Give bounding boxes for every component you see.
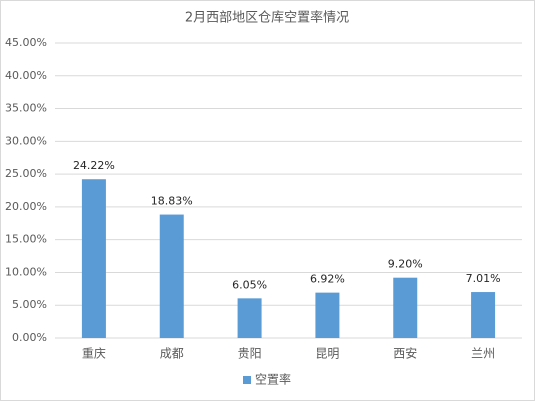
bar [159,214,184,338]
x-tick-label: 兰州 [471,347,495,361]
legend-label: 空置率 [255,372,291,387]
legend-swatch [243,376,251,384]
bar [393,277,418,338]
value-label: 24.22% [73,159,115,172]
x-tick-label: 重庆 [82,347,106,361]
bar [237,298,262,338]
x-tick-label: 西安 [393,346,417,361]
y-tick-label: 30.00% [5,134,47,147]
bar [315,292,340,338]
y-tick-label: 0.00% [12,331,47,344]
y-tick-label: 25.00% [5,167,47,180]
y-tick-label: 20.00% [5,200,47,213]
y-tick-label: 45.00% [5,36,47,49]
value-label: 18.83% [151,195,193,208]
x-tick-label: 成都 [160,347,184,361]
x-tick-label: 贵阳 [238,347,262,361]
y-tick-label: 5.00% [12,298,47,311]
value-label: 6.92% [310,273,345,286]
value-label: 6.05% [232,278,267,291]
chart-title: 2月西部地区仓库空置率情况 [185,10,349,26]
bar [81,179,106,338]
x-tick-label: 昆明 [315,347,339,361]
value-label: 7.01% [466,272,501,285]
y-tick-label: 10.00% [5,265,47,278]
y-tick-label: 40.00% [5,69,47,82]
y-tick-label: 35.00% [5,102,47,115]
y-tick-label: 15.00% [5,233,47,246]
bar [471,292,496,338]
value-label: 9.20% [388,258,423,271]
